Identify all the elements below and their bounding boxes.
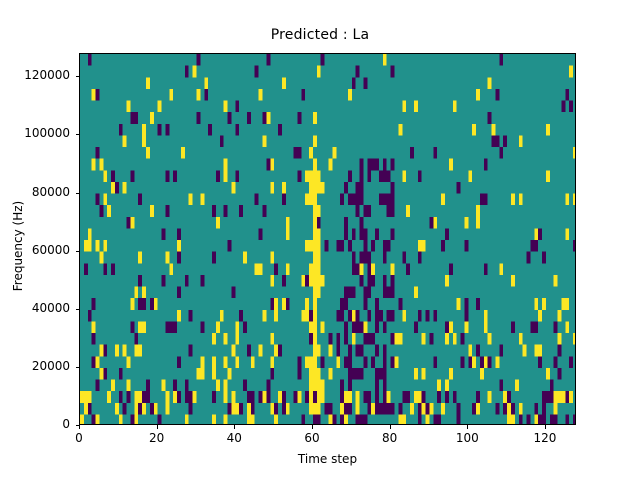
y-tick-mark	[75, 425, 79, 426]
y-axis-label: Frequency (Hz)	[11, 200, 25, 292]
y-tick-label: 60000	[31, 242, 70, 257]
heatmap-axes	[79, 53, 576, 425]
x-axis-label: Time step	[297, 452, 358, 466]
y-tick-mark	[75, 308, 79, 310]
heatmap-image	[80, 54, 575, 424]
y-tick-label: 40000	[31, 300, 70, 315]
x-tick-mark	[544, 425, 546, 429]
y-tick-mark	[75, 134, 79, 136]
x-tick-mark	[156, 425, 158, 429]
x-tick-mark	[79, 425, 80, 429]
x-tick-mark	[467, 425, 469, 429]
x-tick-label: 120	[533, 431, 557, 445]
x-tick-label: 40	[226, 431, 242, 445]
x-tick-mark	[311, 425, 313, 429]
x-tick-label: 80	[381, 431, 398, 445]
y-tick-mark	[75, 250, 79, 252]
x-tick-label: 60	[304, 431, 320, 445]
y-tick-label: 80000	[31, 184, 70, 199]
y-tick-label: 0	[62, 417, 70, 431]
x-tick-label: 0	[75, 431, 83, 445]
x-tick-label: 20	[149, 431, 165, 445]
y-tick-mark	[75, 192, 79, 194]
y-tick-mark	[75, 76, 79, 78]
x-tick-label: 100	[455, 431, 479, 445]
y-tick-label: 100000	[24, 126, 70, 141]
y-tick-label: 20000	[31, 358, 70, 373]
page-title: Predicted : La	[270, 27, 370, 43]
x-tick-mark	[389, 425, 391, 429]
y-tick-label: 120000	[24, 68, 70, 83]
y-tick-mark	[75, 366, 79, 368]
x-tick-mark	[234, 425, 236, 429]
